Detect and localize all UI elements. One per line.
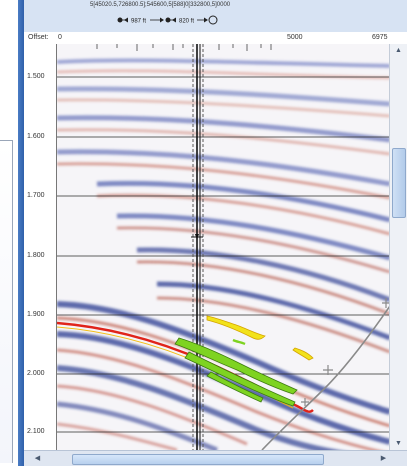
time-gridlines <box>57 76 390 433</box>
spacing-right-label: 820 ft <box>179 19 194 25</box>
offset-tick-5000: 5000 <box>287 34 303 41</box>
seismic-section-window: 5[45020.5,726800.5];545600,5[588]0[33280… <box>24 0 407 466</box>
spacing-marker-icon <box>117 17 123 23</box>
offset-tick-6975: 6975 <box>372 34 388 41</box>
scroll-down-arrow-icon[interactable]: ▼ <box>395 440 402 447</box>
seismic-reflectors <box>57 58 390 450</box>
coordinates-readout: 5[45020.5,726800.5];545600,5[588]0[33280… <box>90 2 231 8</box>
arrow-right-icon <box>160 17 164 23</box>
arrow-left-icon <box>172 17 176 23</box>
arrow-right-icon <box>204 17 208 23</box>
toolbar-header: 5[45020.5,726800.5];545600,5[588]0[33280… <box>24 0 407 33</box>
time-tick-1900: 1.900 <box>27 311 45 318</box>
offset-tick-0: 0 <box>58 34 62 41</box>
time-tick-2000: 2.000 <box>27 370 45 377</box>
horizon-green-1[interactable] <box>174 337 298 395</box>
horizon-green-2[interactable] <box>184 351 296 407</box>
vertical-scroll-thumb[interactable] <box>392 148 406 218</box>
well-trace <box>191 44 204 450</box>
time-tick-1500: 1.500 <box>27 73 45 80</box>
horizontal-scrollbar[interactable]: ◀ ▶ <box>24 450 407 466</box>
arrow-left-icon <box>124 17 128 23</box>
left-panel <box>0 0 18 466</box>
window-frame-border <box>18 0 24 466</box>
seismic-plot[interactable] <box>57 44 390 450</box>
horizon-green-3[interactable] <box>206 371 264 403</box>
offset-ruler-ticks <box>96 44 272 51</box>
time-tick-2100: 2.100 <box>27 428 45 435</box>
scroll-up-arrow-icon[interactable]: ▲ <box>395 47 402 54</box>
time-tick-1700: 1.700 <box>27 192 45 199</box>
well-path[interactable] <box>261 305 390 450</box>
spacing-marker-icon <box>165 17 171 23</box>
spacing-left-label: 987 ft <box>131 19 146 25</box>
left-panel-fragment <box>0 140 13 463</box>
scroll-left-arrow-icon[interactable]: ◀ <box>34 455 41 462</box>
scroll-right-arrow-icon[interactable]: ▶ <box>380 455 387 462</box>
time-axis: 1.500 1.600 1.700 1.800 1.900 2.000 2.10… <box>24 44 57 450</box>
time-tick-1600: 1.600 <box>27 133 45 140</box>
plot-container: 1.500 1.600 1.700 1.800 1.900 2.000 2.10… <box>24 44 407 450</box>
time-tick-1800: 1.800 <box>27 252 45 259</box>
well-path-markers <box>301 298 390 406</box>
horizon-yellow-upper[interactable] <box>206 315 266 340</box>
vertical-scrollbar[interactable]: ▲ ▼ <box>389 44 407 450</box>
crosshair-marker-icon <box>323 365 333 375</box>
horizon-yellow-lower[interactable] <box>292 347 314 361</box>
well-marker-icon <box>208 15 218 25</box>
horizontal-scroll-thumb[interactable] <box>72 454 324 465</box>
horizon-green-small[interactable] <box>232 338 246 346</box>
crosshair-marker-icon <box>301 398 309 406</box>
offset-axis-label: Offset: <box>28 34 49 41</box>
crosshair-marker-icon <box>382 298 390 308</box>
trace-spacing-indicator: 987 ft 820 ft <box>117 15 218 25</box>
